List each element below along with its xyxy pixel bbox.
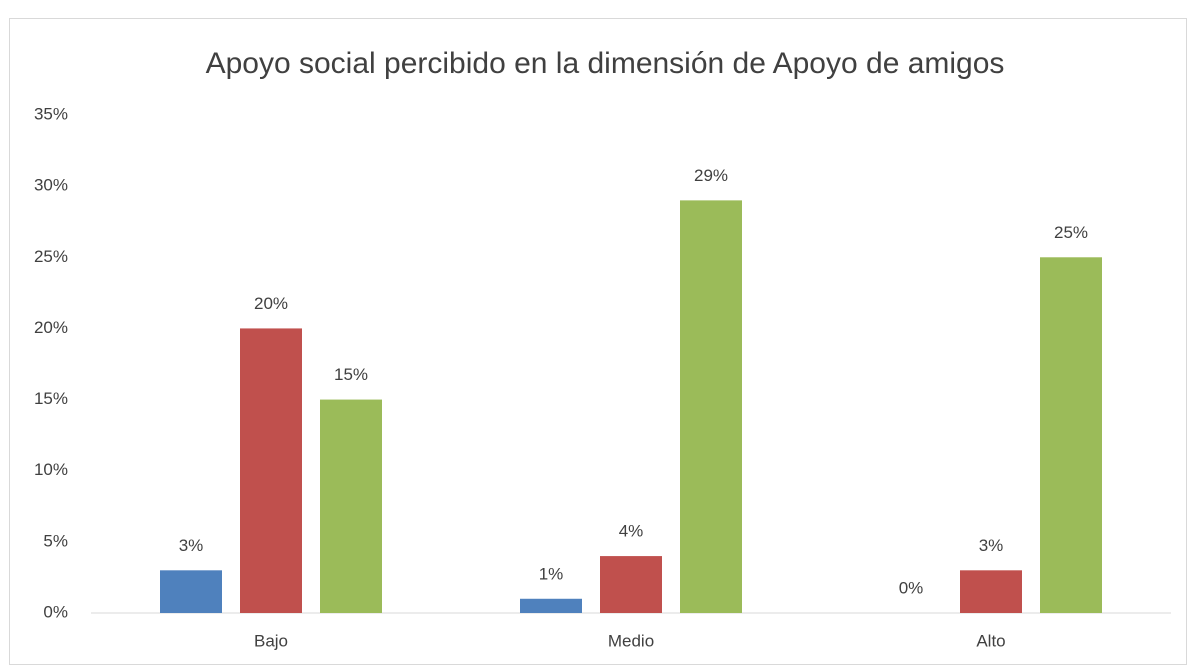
x-tick-label: Medio xyxy=(608,631,654,650)
bar xyxy=(680,200,742,613)
bar xyxy=(240,328,302,613)
bar xyxy=(320,399,382,613)
bar xyxy=(960,570,1022,613)
value-label: 0% xyxy=(899,578,924,597)
bar xyxy=(520,598,582,613)
y-tick-label: 15% xyxy=(34,389,68,408)
value-label: 3% xyxy=(979,536,1004,555)
value-label: 25% xyxy=(1054,223,1088,242)
bar xyxy=(1040,257,1102,613)
value-label: 29% xyxy=(694,166,728,185)
value-label: 4% xyxy=(619,522,644,541)
chart-border xyxy=(9,18,1187,665)
y-tick-label: 5% xyxy=(43,531,68,550)
value-label: 1% xyxy=(539,564,564,583)
x-tick-label: Bajo xyxy=(254,631,288,650)
y-tick-label: 20% xyxy=(34,318,68,337)
value-label: 15% xyxy=(334,365,368,384)
bar xyxy=(600,556,662,613)
bar xyxy=(160,570,222,613)
y-tick-label: 10% xyxy=(34,460,68,479)
y-tick-label: 0% xyxy=(43,602,68,621)
x-tick-label: Alto xyxy=(976,631,1005,650)
chart-title: Apoyo social percibido en la dimensión d… xyxy=(206,47,1005,80)
y-tick-label: 35% xyxy=(34,104,68,123)
y-tick-label: 30% xyxy=(34,176,68,195)
y-tick-label: 25% xyxy=(34,247,68,266)
value-label: 20% xyxy=(254,294,288,313)
value-label: 3% xyxy=(179,536,204,555)
